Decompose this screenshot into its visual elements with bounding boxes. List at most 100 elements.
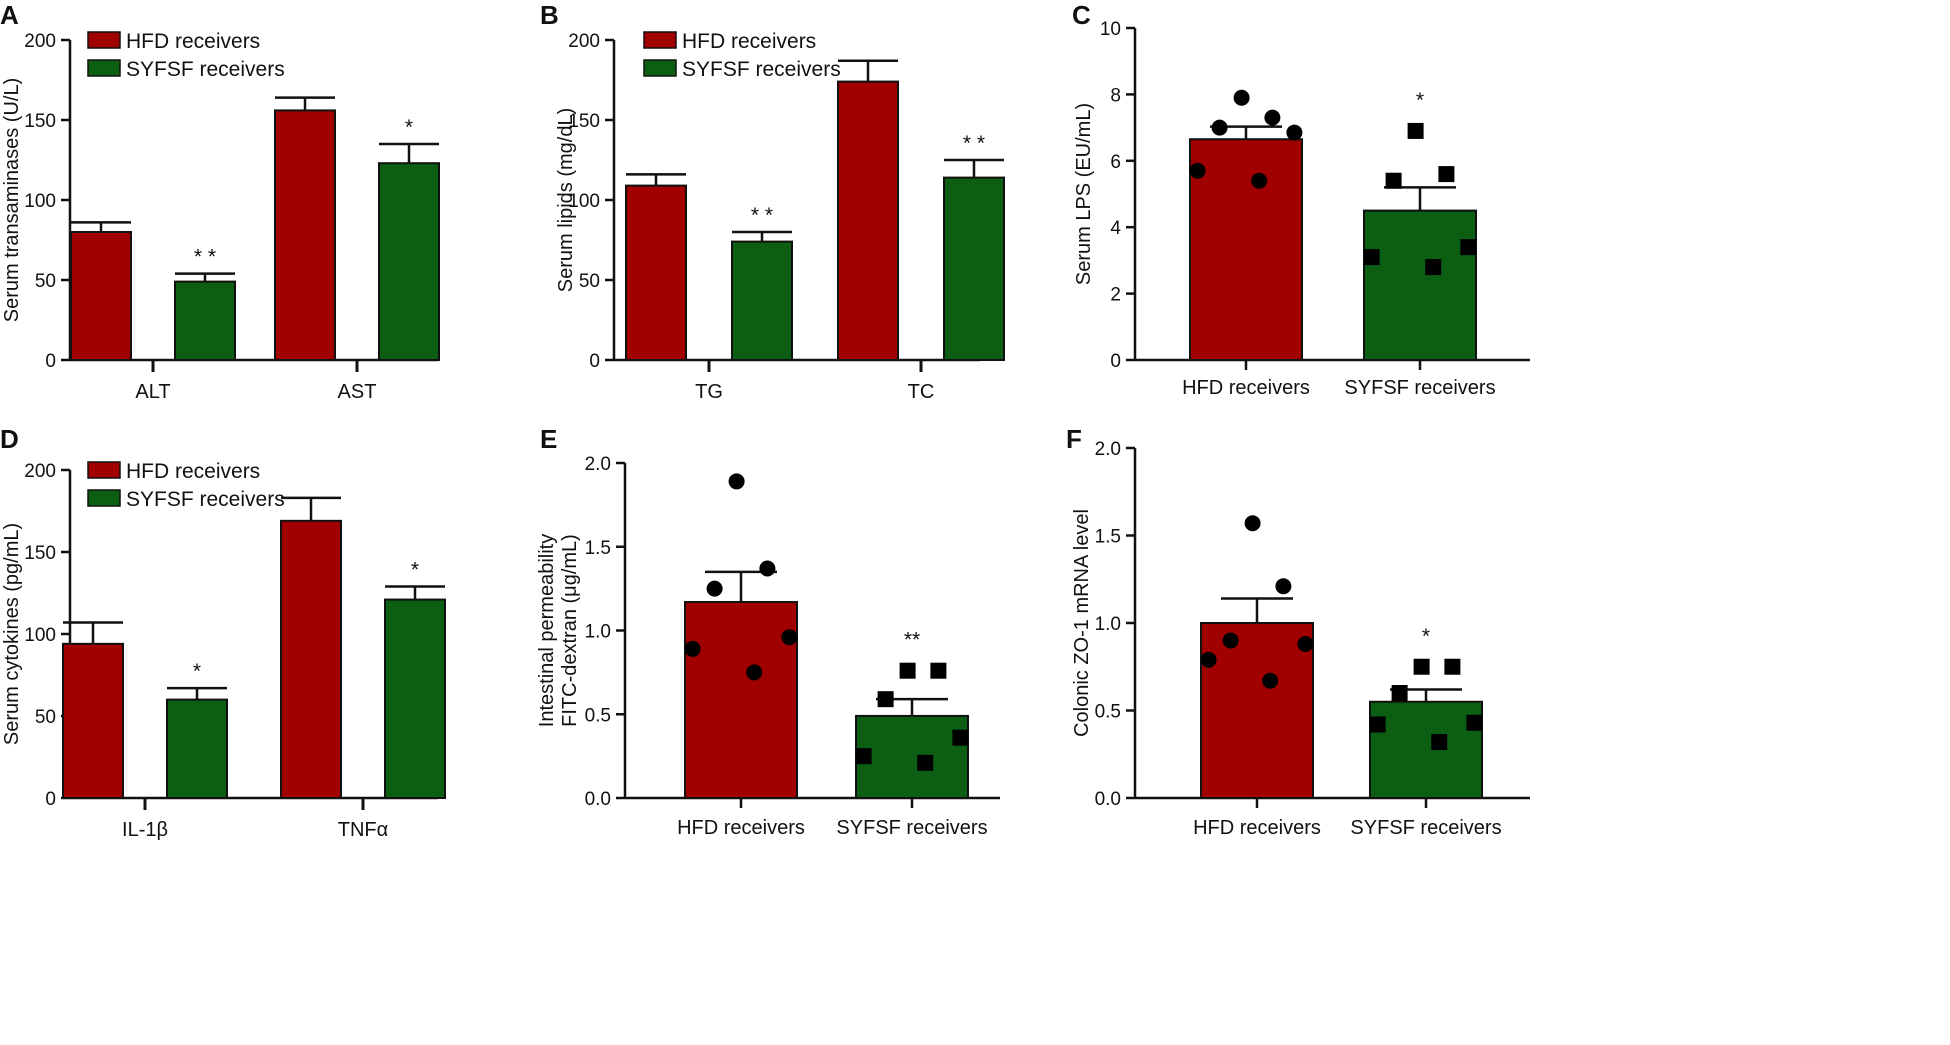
bar [837,80,899,361]
significance-marker: * * [751,204,773,227]
y-tick-label: 0.5 [585,705,611,726]
significance-marker: ** [904,629,920,652]
y-tick-label: 150 [24,111,56,132]
legend-label: HFD receivers [126,460,260,483]
data-point [1275,578,1292,595]
data-point [1222,632,1239,649]
bar [384,598,446,799]
y-tick-label: 8 [1110,85,1121,106]
data-point [1244,515,1261,532]
legend-label: SYFSF receivers [126,58,285,81]
y-axis-label: Serum LPS (EU/mL) [1073,103,1095,285]
y-tick-label: 6 [1110,152,1121,173]
bar [1189,138,1303,361]
y-tick-label: 1.0 [585,622,611,643]
data-point [1369,716,1386,733]
y-tick-label: 100 [24,191,56,212]
y-tick-label: 0 [45,789,56,810]
panel-letter: D [0,424,19,454]
y-tick-label: 50 [579,271,600,292]
legend-swatch [87,59,121,77]
y-tick-label: 50 [35,271,56,292]
y-tick-label: 150 [24,543,56,564]
legend-swatch [643,31,677,49]
legend-label: SYFSF receivers [126,488,285,511]
data-point [1189,162,1206,179]
panel-letter: B [540,0,559,30]
data-point [706,580,723,597]
data-point [746,664,763,681]
bar [731,240,793,362]
y-axis-label-line2: FITC-dextran (μg/mL) [559,534,581,727]
data-point [855,748,872,765]
legend-swatch [87,31,121,49]
y-tick-label: 1.0 [1095,614,1121,635]
bar [625,184,687,361]
data-point [1264,109,1281,126]
data-point [1407,122,1424,139]
data-point [1251,172,1268,189]
y-tick-label: 1.5 [585,538,611,559]
panel-f: F 0.0 0.5 1.0 1.5 2.0 Colonic ZO-1 mRNA level H… [1066,424,1530,839]
significance-marker: * [1416,89,1424,112]
data-point [1413,658,1430,675]
data-point [1211,119,1228,136]
y-tick-label: 2 [1110,285,1121,306]
legend-label: SYFSF receivers [682,58,841,81]
significance-marker: * [193,660,201,683]
y-tick-label: 0.0 [585,789,611,810]
data-point [952,729,969,746]
y-tick-label: 0 [589,351,600,372]
significance-marker: * * [963,132,985,155]
bar [684,601,798,800]
panel-e: E 0.0 0.5 1.0 1.5 2.0 Intestinal permeability F… [536,424,1000,839]
x-tick-label: SYFSF receivers [1350,817,1501,839]
legend-swatch [87,461,121,479]
y-tick-label: 50 [35,707,56,728]
panel-letter: A [0,0,19,30]
x-tick-label: HFD receivers [677,817,805,839]
data-point [930,662,947,679]
data-point [728,473,745,490]
y-tick-label: 0.5 [1095,702,1121,723]
y-axis-label: Serum transaminases (U/L) [1,78,23,323]
legend-label: HFD receivers [682,30,816,53]
data-point [1431,734,1448,750]
panel-letter: E [540,424,557,454]
data-point [684,640,701,657]
y-tick-label: 100 [568,191,600,212]
data-point [899,662,916,679]
bar [280,519,342,800]
data-point [1200,651,1217,668]
y-tick-label: 2.0 [1095,439,1121,460]
panel-letter: C [1072,0,1091,30]
y-tick-label: 200 [568,31,600,52]
data-point [877,691,894,708]
x-tick-label: ALT [135,381,170,403]
significance-marker: * [1422,625,1430,648]
bar [174,280,236,362]
bar [1369,700,1483,799]
x-tick-label: SYFSF receivers [1344,377,1495,399]
x-tick-label: IL-1β [122,819,168,841]
significance-marker: * [411,558,419,581]
data-point [1438,166,1455,183]
bar [378,162,440,361]
x-tick-label: HFD receivers [1182,377,1310,399]
data-point [1444,658,1461,675]
bar [1363,209,1477,361]
x-tick-label: HFD receivers [1193,817,1321,839]
y-tick-label: 100 [24,625,56,646]
bar [274,109,336,362]
y-tick-label: 150 [568,111,600,132]
x-tick-label: TNFα [338,819,388,841]
data-point [1425,259,1442,276]
x-tick-label: AST [338,381,377,403]
bar [1200,622,1314,799]
bar [943,176,1005,361]
data-point [1297,636,1314,652]
bar [855,714,969,799]
panel-letter: F [1066,424,1082,454]
y-tick-label: 0.0 [1095,789,1121,810]
